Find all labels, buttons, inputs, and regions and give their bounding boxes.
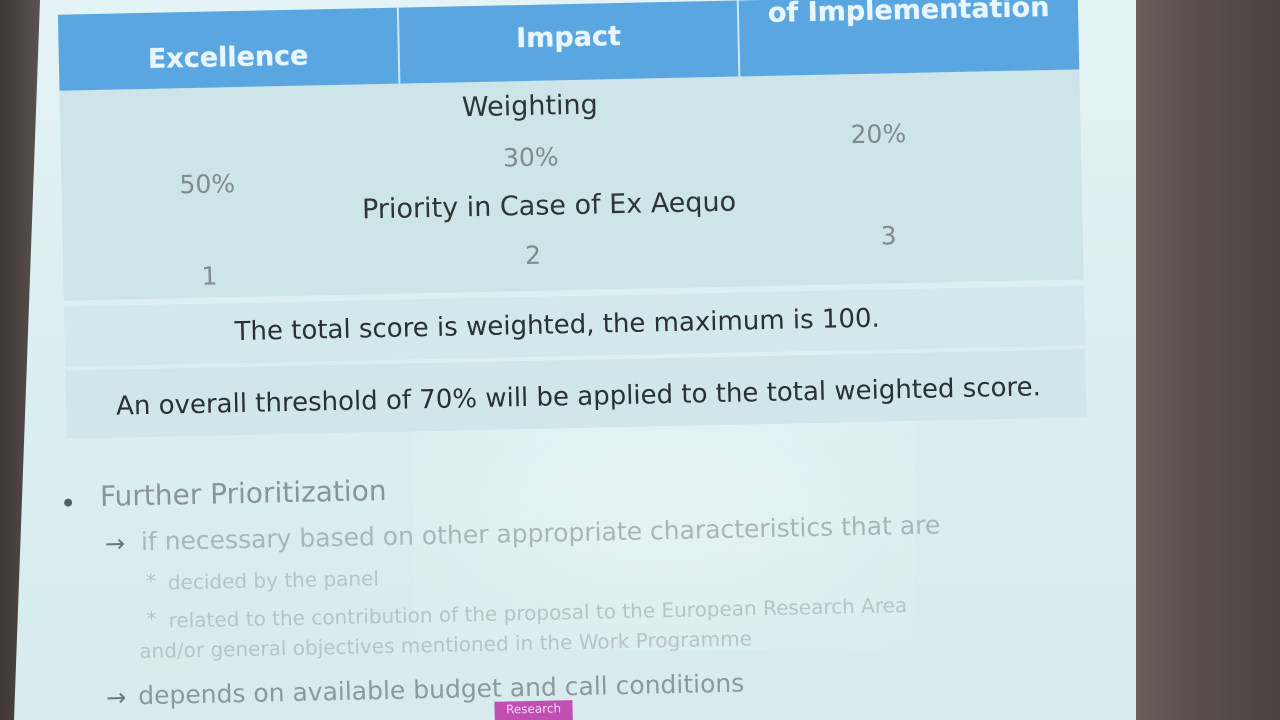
asterisk-icon: * [145,568,157,594]
priority-impact: 2 [524,240,542,271]
arrow-icon: → [104,529,126,558]
sub-sub-item-panel: decided by the panel [167,566,380,595]
sub-item-characteristics: if necessary based on other appropriate … [140,510,941,557]
header-implementation: of Implementation [737,0,1080,77]
asterisk-icon: * [146,606,157,632]
weight-excellence: 50% [179,169,236,200]
sub-sub-item-era-cont: and/or general objectives mentioned in t… [139,626,753,664]
wall-right [1135,0,1280,720]
sub-sub-item-era: related to the contribution of the propo… [168,593,908,633]
row-label-weighting: Weighting [461,89,599,124]
header-excellence: Excellence [147,40,309,75]
bullet-dot [64,498,73,507]
weight-implementation: 20% [850,119,907,150]
priority-implementation: 3 [880,221,897,251]
bullet-further-prioritization: Further Prioritization [99,473,387,513]
header-impact: Impact [396,0,739,84]
weight-impact: 30% [502,142,559,173]
arrow-icon: → [105,683,127,712]
research-badge: Research [494,700,573,720]
slide: Excellence Impact of Implementation Weig… [14,0,1136,720]
projection-screen: Excellence Impact of Implementation Weig… [14,0,1136,720]
sub-item-budget: depends on available budget and call con… [137,668,745,711]
priority-excellence: 1 [201,261,218,291]
